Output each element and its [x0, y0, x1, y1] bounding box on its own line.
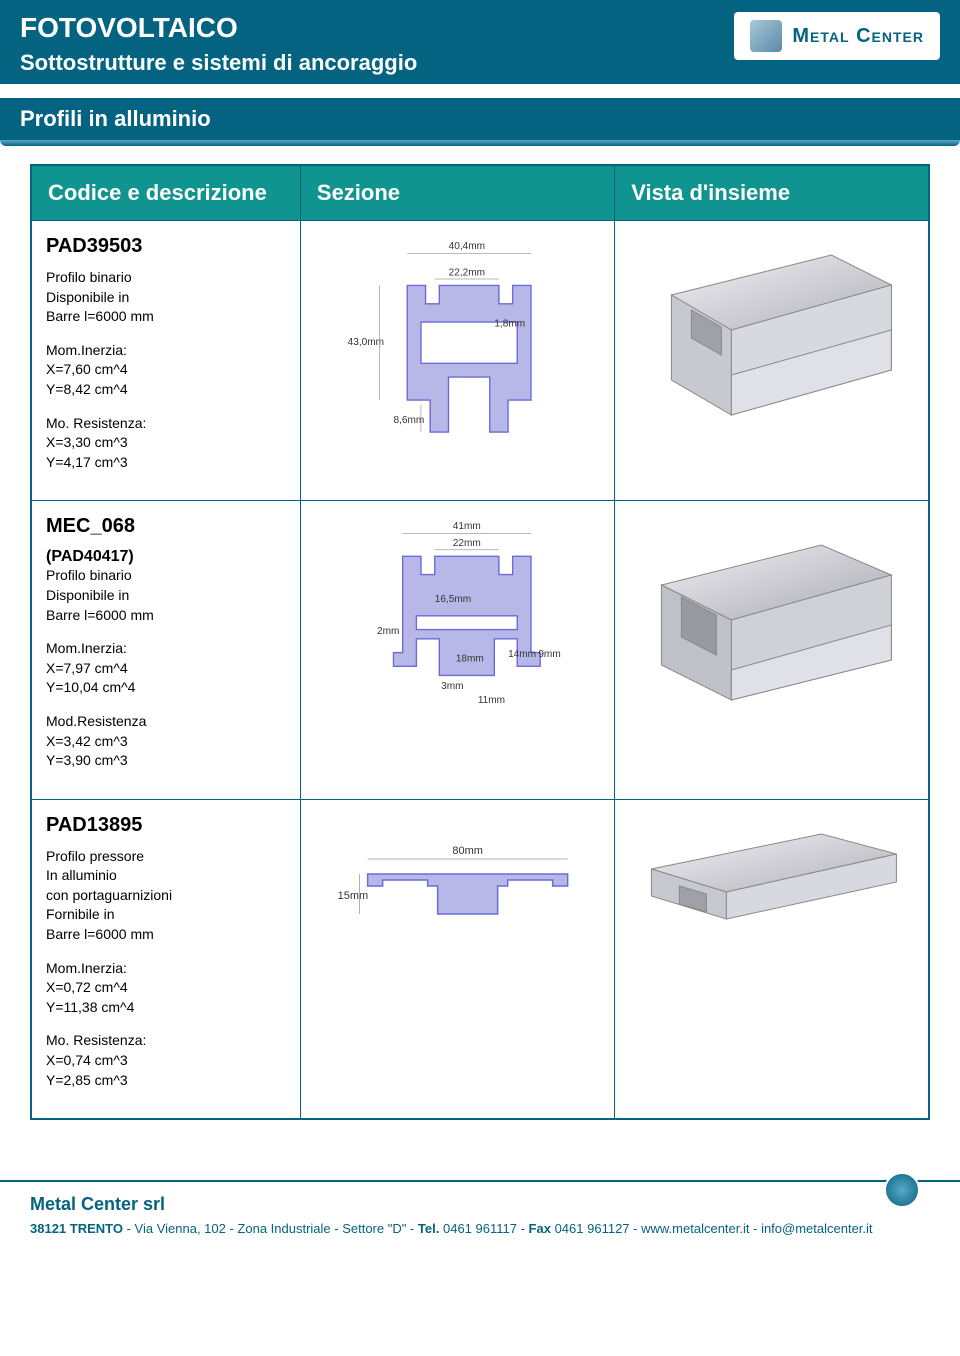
product-inertia: Mom.Inerzia: X=7,97 cm^4 Y=10,04 cm^4 [46, 639, 286, 698]
desc-cell: PAD13895 Profilo pressore In alluminio c… [31, 799, 300, 1119]
dim-label: 2mm [377, 627, 399, 638]
dim-label: 3mm [441, 682, 463, 693]
header-accent [0, 140, 960, 146]
dim-label: 15mm [338, 890, 369, 902]
product-desc: Profilo binario Disponibile in Barre l=6… [46, 268, 286, 327]
profile-shape [407, 285, 531, 432]
dim-label: 22,2mm [449, 267, 485, 278]
view-cell [615, 221, 929, 501]
dim-label: 80mm [452, 845, 483, 857]
brand-text: Metal Center [792, 25, 924, 48]
footer-tel: 0461 961117 [443, 1221, 517, 1236]
iso-render [629, 814, 914, 954]
section-drawing: 80mm 15mm [315, 814, 600, 954]
dim-label: 40,4mm [449, 241, 485, 252]
footer-brand: Metal Center srl [30, 1194, 930, 1215]
product-code: MEC_068 [46, 515, 286, 538]
dim-label: 22mm [453, 539, 481, 550]
table-row: PAD13895 Profilo pressore In alluminio c… [31, 799, 929, 1119]
section-cell: 80mm 15mm [300, 799, 614, 1119]
extrusion-render [672, 255, 892, 415]
section-drawing: 40,4mm 22,2mm 1,8mm 43,0mm 8,6mm [315, 235, 600, 455]
iso-render [629, 515, 914, 735]
col-header-section: Sezione [300, 165, 614, 221]
extrusion-render [652, 834, 897, 919]
main-content: Codice e descrizione Sezione Vista d'ins… [0, 164, 960, 1140]
page-title: FOTOVOLTAICO [20, 12, 417, 44]
table-row: PAD39503 Profilo binario Disponibile in … [31, 221, 929, 501]
profile-shape [368, 874, 568, 914]
dim-label: 8,6mm [393, 415, 424, 426]
product-subcode: (PAD40417) [46, 548, 286, 566]
product-inertia: Mom.Inerzia: X=7,60 cm^4 Y=8,42 cm^4 [46, 341, 286, 400]
col-header-view: Vista d'insieme [615, 165, 929, 221]
footer-dot-icon [884, 1172, 920, 1208]
dim-label: 14mm [508, 649, 536, 660]
footer-fax-label: Fax [529, 1221, 551, 1236]
product-code: PAD13895 [46, 814, 286, 837]
product-desc: Profilo pressore In alluminio con portag… [46, 847, 286, 945]
view-cell [615, 799, 929, 1119]
brand-logo: Metal Center [734, 12, 940, 60]
page-subtitle: Sottostrutture e sistemi di ancoraggio [20, 50, 417, 76]
desc-cell: MEC_068 (PAD40417) Profilo binario Dispo… [31, 501, 300, 799]
footer-tel-label: Tel. [418, 1221, 439, 1236]
footer-address-line: 38121 TRENTO - Via Vienna, 102 - Zona In… [30, 1221, 930, 1236]
section-drawing: 41mm 22mm 16,5mm 2mm 18mm 14mm 9mm 3mm 1… [315, 515, 600, 735]
category-bar: Profili in alluminio [0, 84, 960, 140]
footer-address: Via Vienna, 102 - Zona Industriale - Set… [135, 1221, 407, 1236]
product-code: PAD39503 [46, 235, 286, 258]
product-inertia: Mom.Inerzia: X=0,72 cm^4 Y=11,38 cm^4 [46, 959, 286, 1018]
dim-label: 11mm [478, 695, 505, 706]
footer-fax: 0461 961127 [555, 1221, 630, 1236]
brand-icon [750, 20, 782, 52]
product-desc: Profilo binario Disponibile in Barre l=6… [46, 566, 286, 625]
product-resist: Mod.Resistenza X=3,42 cm^3 Y=3,90 cm^3 [46, 712, 286, 771]
view-cell [615, 501, 929, 799]
section-cell: 41mm 22mm 16,5mm 2mm 18mm 14mm 9mm 3mm 1… [300, 501, 614, 799]
dim-label: 9mm [538, 649, 560, 660]
footer-city: 38121 TRENTO [30, 1221, 123, 1236]
footer-web: www.metalcenter.it [641, 1221, 749, 1236]
category-title: Profili in alluminio [20, 106, 211, 131]
page-footer: Metal Center srl 38121 TRENTO - Via Vien… [0, 1180, 960, 1256]
table-row: MEC_068 (PAD40417) Profilo binario Dispo… [31, 501, 929, 799]
desc-cell: PAD39503 Profilo binario Disponibile in … [31, 221, 300, 501]
dim-label: 18mm [456, 654, 484, 665]
dim-label: 1,8mm [494, 319, 525, 330]
section-cell: 40,4mm 22,2mm 1,8mm 43,0mm 8,6mm [300, 221, 614, 501]
dim-label: 41mm [453, 521, 481, 532]
col-header-code: Codice e descrizione [31, 165, 300, 221]
dim-label: 16,5mm [435, 594, 471, 605]
page-header: FOTOVOLTAICO Sottostrutture e sistemi di… [0, 0, 960, 84]
dim-label: 43,0mm [348, 337, 384, 348]
products-table: Codice e descrizione Sezione Vista d'ins… [30, 164, 930, 1120]
footer-email: info@metalcenter.it [761, 1221, 872, 1236]
iso-render [629, 235, 914, 455]
product-resist: Mo. Resistenza: X=3,30 cm^3 Y=4,17 cm^3 [46, 414, 286, 473]
extrusion-render [662, 545, 892, 700]
product-resist: Mo. Resistenza: X=0,74 cm^3 Y=2,85 cm^3 [46, 1031, 286, 1090]
